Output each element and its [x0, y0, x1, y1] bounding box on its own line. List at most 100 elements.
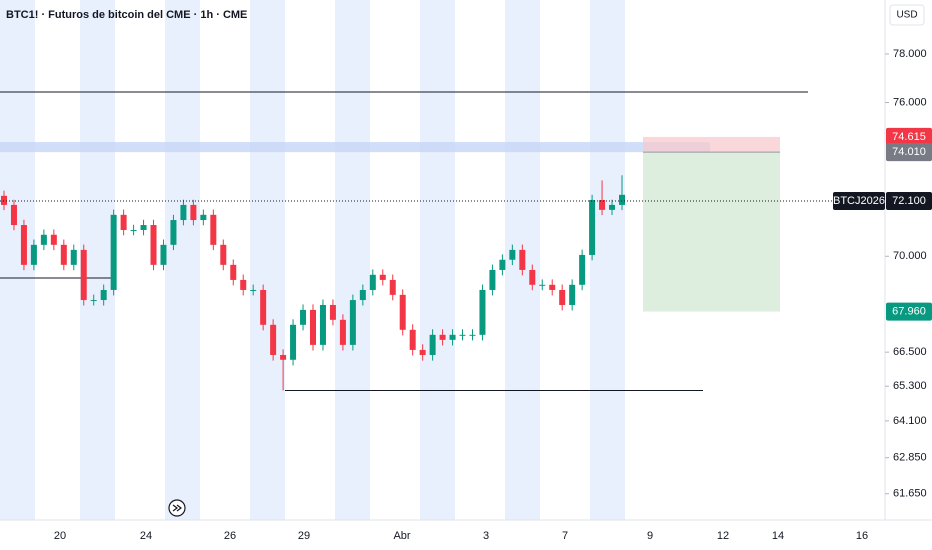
price-label: 74.010	[892, 146, 926, 158]
price-label-box	[886, 302, 932, 321]
x-tick-label: 14	[772, 530, 784, 542]
candle-body	[140, 225, 147, 231]
candle-body	[519, 249, 526, 270]
candle-body	[339, 319, 346, 345]
chart-title: BTC1! · Futuros de bitcoin del CME · 1h …	[6, 9, 247, 21]
candle-body	[130, 230, 137, 232]
x-tick-label: 29	[298, 530, 310, 542]
candle-body	[459, 334, 466, 336]
candle-body	[220, 244, 227, 265]
candle-body	[469, 334, 476, 336]
candle-body	[170, 220, 177, 245]
candle-body	[369, 274, 376, 290]
candle-body	[160, 244, 167, 265]
candle-body	[100, 289, 107, 301]
y-tick-label: 78.000	[893, 48, 927, 60]
candle-body	[30, 244, 37, 265]
stop-zone	[643, 136, 780, 153]
candle-body	[200, 214, 207, 221]
candle-body	[319, 304, 326, 345]
candle-body	[310, 309, 316, 345]
candle-body	[619, 194, 625, 205]
candle-body	[609, 204, 616, 210]
candle-body	[90, 300, 97, 302]
candle-body	[439, 334, 446, 340]
x-tick-label: 26	[224, 530, 236, 542]
candle-body	[110, 214, 117, 290]
x-tick-label: 3	[483, 530, 489, 542]
session-stripe	[590, 0, 625, 520]
candle-body	[529, 269, 536, 285]
y-tick-label: 65.300	[893, 380, 927, 392]
y-tick-label: 61.650	[893, 488, 927, 500]
candle-body	[10, 204, 17, 226]
x-tick-label: 20	[54, 530, 66, 542]
x-tick-label: 24	[140, 530, 152, 542]
candle-body	[120, 214, 127, 231]
price-label: 67.960	[892, 305, 926, 317]
candle-body	[20, 225, 27, 265]
zone	[0, 142, 710, 153]
x-tick-label: 16	[856, 530, 868, 542]
candle-body	[419, 349, 426, 355]
symbol-label: BTCJ2026	[833, 195, 885, 207]
candle-body	[579, 254, 586, 285]
candle-body	[240, 279, 247, 290]
candle-body	[40, 234, 47, 245]
candle-body	[150, 225, 157, 265]
price-label: 72.100	[892, 195, 926, 207]
session-stripe	[420, 0, 455, 520]
candle-body	[210, 214, 217, 245]
candle-body	[379, 274, 386, 280]
candle-body	[180, 204, 187, 221]
candle-body	[230, 264, 237, 280]
candle-body	[489, 269, 496, 290]
x-tick-label: 9	[647, 530, 653, 542]
session-stripe	[250, 0, 285, 520]
y-tick-label: 70.000	[893, 250, 927, 262]
price-label-box	[886, 192, 932, 211]
candle-body	[479, 289, 486, 335]
price-label-box	[886, 143, 932, 162]
candle-body	[80, 249, 87, 301]
candle-body	[359, 289, 366, 301]
candle-body	[409, 329, 416, 350]
candle-body	[250, 289, 257, 291]
candle-body	[349, 300, 356, 345]
candle-body	[260, 289, 267, 325]
candle-body	[290, 324, 297, 360]
candle-body	[549, 284, 556, 290]
x-tick-label: 12	[717, 530, 729, 542]
symbol-box	[833, 192, 885, 211]
candle-body	[509, 249, 516, 260]
session-stripe	[0, 0, 35, 520]
candle-body	[389, 279, 396, 295]
currency[interactable]: USD	[896, 10, 917, 21]
candle-body	[539, 284, 546, 286]
candle-body	[280, 354, 287, 360]
target-zone	[643, 152, 780, 312]
candle-body	[270, 324, 277, 355]
x-tick-label: Abr	[393, 530, 410, 542]
y-tick-label: 64.100	[893, 415, 927, 427]
candle-body	[499, 259, 506, 270]
candle-body	[70, 249, 77, 265]
candle-body	[399, 294, 406, 330]
y-tick-label: 62.850	[893, 452, 927, 464]
plot	[0, 91, 808, 392]
candle-body	[1, 195, 7, 205]
x-tick-label: 7	[562, 530, 568, 542]
candle-body	[60, 244, 67, 265]
price-label: 74.615	[892, 131, 926, 143]
session-stripe	[165, 0, 200, 520]
price-label-box	[886, 127, 932, 146]
candle-body	[599, 199, 606, 210]
candle-body	[559, 289, 566, 305]
currency-box[interactable]	[889, 4, 925, 26]
session-stripe	[335, 0, 370, 520]
replay-icon[interactable]	[168, 499, 186, 517]
candle-body	[190, 204, 197, 221]
y-tick-label: 66.500	[893, 346, 927, 358]
